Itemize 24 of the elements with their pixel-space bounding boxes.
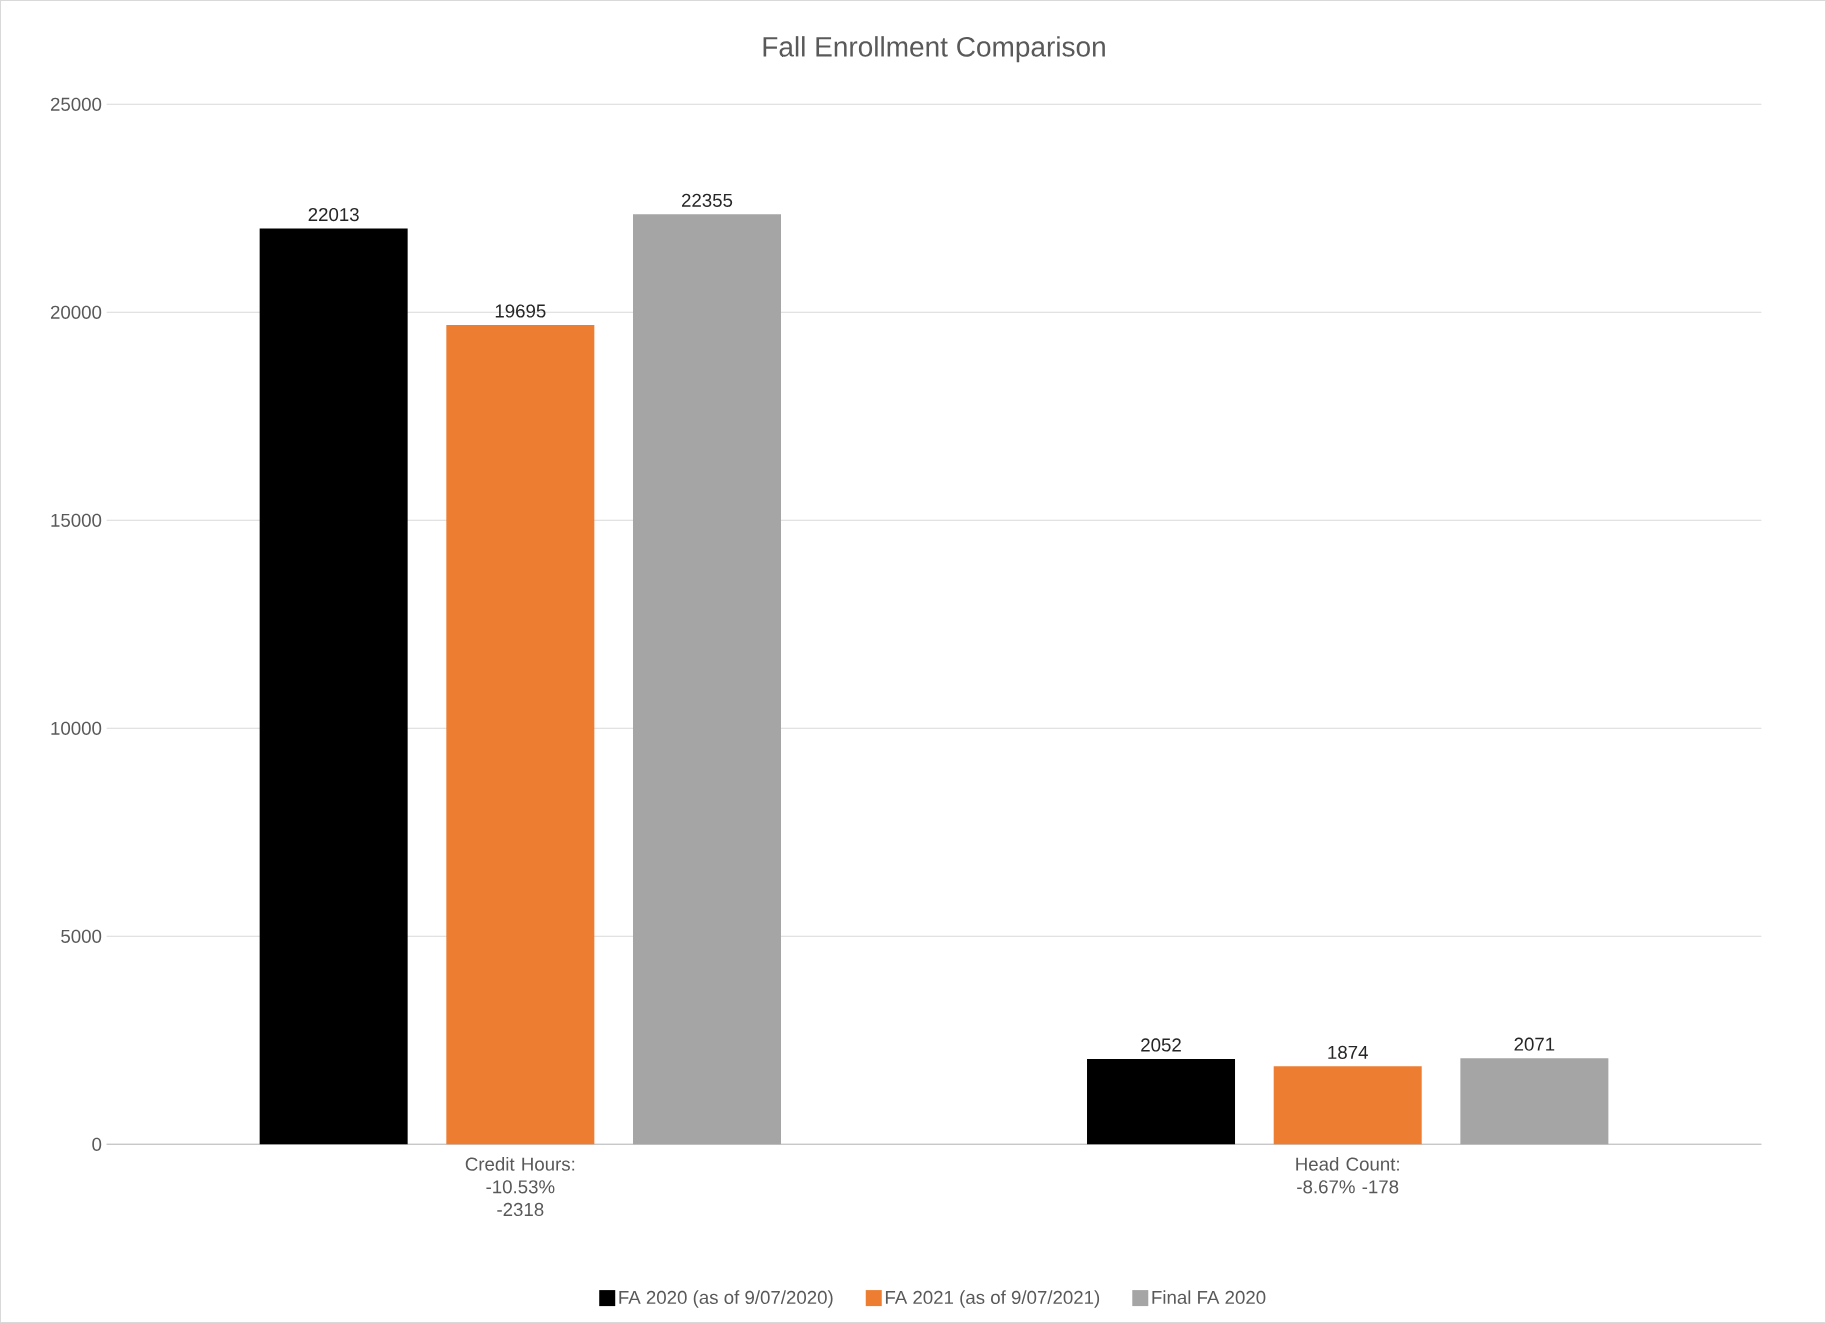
bar xyxy=(446,325,595,1145)
bar xyxy=(1273,1066,1422,1145)
bar xyxy=(633,214,782,1145)
y-tick-label: 15000 xyxy=(51,513,102,527)
data-label: 1874 xyxy=(1328,1045,1368,1060)
y-tick-label: 0 xyxy=(92,1137,102,1151)
bar xyxy=(1087,1058,1236,1145)
y-tick-label: 25000 xyxy=(50,97,102,111)
bar xyxy=(1460,1058,1609,1145)
data-label: 22355 xyxy=(681,193,733,207)
legend-label: FA 2021 (as of 9/07/2021) xyxy=(885,1290,1100,1308)
legend-label: FA 2020 (as of 9/07/2020) xyxy=(619,1290,833,1308)
bar xyxy=(259,228,408,1145)
y-tick-label: 10000 xyxy=(51,721,102,735)
x-tick-label: Head Count: -8.67% -178 xyxy=(1296,1157,1399,1194)
chart-title: Fall Enrollment Comparison xyxy=(763,36,1105,63)
x-tick-label: Credit Hours: -10.53% -2318 xyxy=(465,1157,575,1217)
y-tick-label: 20000 xyxy=(50,305,102,319)
legend-label: Final FA 2020 xyxy=(1152,1290,1266,1305)
data-label: 19695 xyxy=(495,304,546,318)
y-tick-label: 5000 xyxy=(61,929,102,943)
data-label: 2071 xyxy=(1514,1037,1555,1051)
data-label: 22013 xyxy=(308,207,359,222)
data-label: 2052 xyxy=(1141,1038,1181,1052)
